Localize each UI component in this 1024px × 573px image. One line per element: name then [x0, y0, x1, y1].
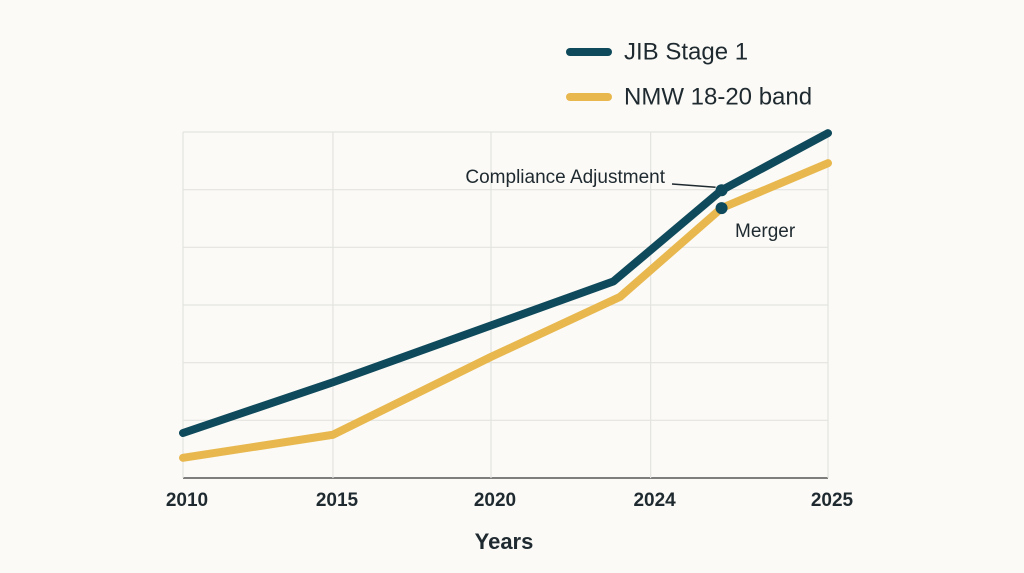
series-line: [179, 159, 832, 462]
annotation-dot: [715, 202, 728, 215]
legend-label: NMW 18-20 band: [624, 83, 812, 110]
x-tick-label: 2015: [316, 490, 359, 511]
x-axis-label: Years: [475, 529, 534, 554]
annotation-text: Merger: [735, 221, 796, 242]
x-tick-label: 2010: [166, 490, 208, 511]
x-tick-label: 2024: [633, 490, 676, 511]
x-tick-label: 2020: [474, 490, 516, 511]
legend-label: JIB Stage 1: [624, 38, 748, 65]
annotation-text: Compliance Adjustment: [465, 167, 665, 188]
series-line: [179, 129, 832, 438]
x-tick-label: 2025: [811, 490, 854, 511]
annotation-leader: [671, 183, 716, 188]
annotation-dot: [715, 184, 728, 197]
